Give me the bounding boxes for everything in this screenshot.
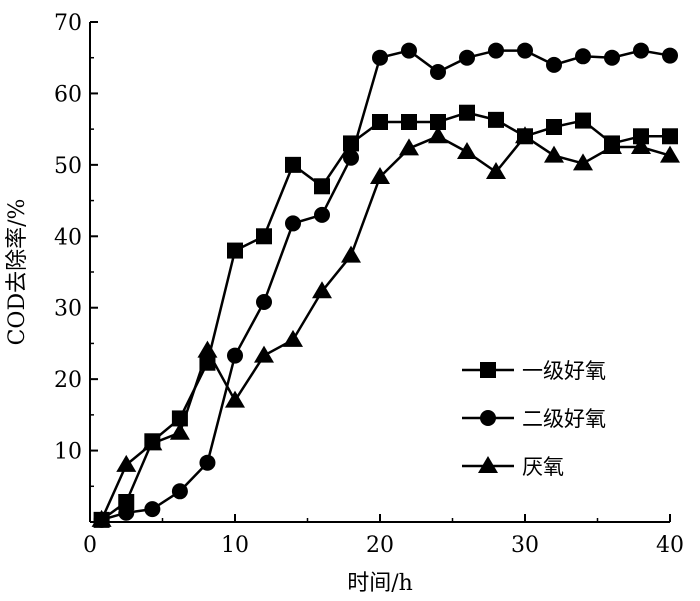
data-point-triangle [197, 340, 218, 358]
series-line [100, 111, 670, 521]
legend-label: 二级好氧 [522, 407, 606, 431]
data-point-circle [604, 49, 620, 66]
legend-item: 厌氧 [462, 455, 564, 479]
data-point-triangle [142, 433, 163, 451]
data-point-triangle [225, 390, 245, 408]
data-point-circle [144, 501, 161, 518]
data-point-square [372, 114, 388, 130]
x-axis-title: 时间/h [347, 571, 413, 596]
data-point-square [575, 112, 591, 129]
data-point-triangle [341, 245, 361, 263]
legend-marker-triangle [478, 456, 498, 473]
y-axis-title: COD去除率/% [5, 199, 30, 346]
data-point-circle [662, 47, 678, 64]
data-point-square [459, 104, 475, 121]
legend-item: 一级好氧 [462, 359, 606, 383]
y-tick-label: 10 [54, 440, 82, 465]
data-point-triangle [169, 422, 190, 440]
legend-marker-circle [480, 410, 496, 426]
y-tick-label: 70 [54, 11, 82, 36]
x-tick-label: 40 [656, 533, 684, 558]
data-point-circle [171, 483, 188, 500]
data-point-circle [401, 42, 417, 59]
legend-label: 一级好氧 [522, 359, 606, 383]
data-point-circle [575, 48, 591, 65]
data-point-triangle [283, 329, 303, 347]
series-layer [91, 42, 680, 528]
x-tick-label: 0 [83, 533, 97, 558]
data-point-triangle [116, 454, 137, 472]
y-tick-label: 60 [54, 82, 82, 107]
data-point-circle [372, 49, 388, 66]
data-point-square [227, 242, 243, 259]
data-point-triangle [573, 153, 593, 171]
series-square [93, 104, 678, 528]
data-point-triangle [312, 281, 332, 299]
x-tick-label: 10 [221, 533, 249, 558]
data-point-triangle [91, 509, 112, 527]
data-point-triangle [370, 167, 390, 184]
data-point-circle [227, 347, 243, 364]
legend-marker-square [480, 362, 496, 378]
data-point-triangle [486, 162, 506, 179]
data-point-circle [517, 42, 533, 59]
data-point-circle [633, 42, 649, 59]
data-point-square [401, 114, 417, 130]
data-point-square [285, 156, 301, 173]
data-point-circle [459, 49, 475, 66]
data-point-circle [199, 454, 216, 471]
series-triangle [91, 126, 680, 527]
data-point-circle [488, 42, 504, 59]
data-point-circle [430, 64, 446, 80]
legend-item: 二级好氧 [462, 407, 606, 431]
data-point-circle [285, 215, 301, 232]
ticks [89, 21, 671, 522]
data-point-square [314, 178, 330, 195]
data-point-triangle [254, 345, 274, 363]
data-point-circle [256, 294, 272, 310]
y-tick-label: 20 [54, 368, 82, 393]
tick-labels: 0 10 20 30 40 10 20 30 40 50 60 70 [54, 11, 684, 558]
data-point-circle [546, 56, 562, 73]
series-line [100, 134, 671, 521]
data-point-triangle [544, 145, 564, 163]
x-tick-label: 30 [511, 533, 539, 558]
y-tick-label: 50 [54, 154, 82, 179]
axes [89, 22, 670, 523]
y-tick-label: 40 [54, 225, 82, 250]
data-point-triangle [660, 145, 680, 163]
data-point-triangle [428, 126, 448, 144]
series-circle [93, 42, 678, 528]
data-point-square [256, 228, 272, 245]
data-point-circle [343, 149, 359, 166]
y-tick-label: 30 [54, 297, 82, 322]
data-point-triangle [631, 137, 651, 154]
data-point-square [633, 128, 649, 145]
data-point-circle [118, 504, 135, 521]
data-point-circle [314, 206, 330, 223]
data-point-triangle [515, 126, 535, 144]
data-point-triangle [457, 142, 477, 159]
data-point-triangle [602, 137, 622, 154]
data-point-square [662, 128, 678, 145]
x-tick-label: 20 [366, 533, 394, 558]
legend-label: 厌氧 [522, 455, 564, 479]
data-point-triangle [399, 138, 419, 156]
data-point-square [546, 119, 562, 135]
data-point-square [488, 111, 504, 128]
data-point-square [430, 114, 446, 130]
